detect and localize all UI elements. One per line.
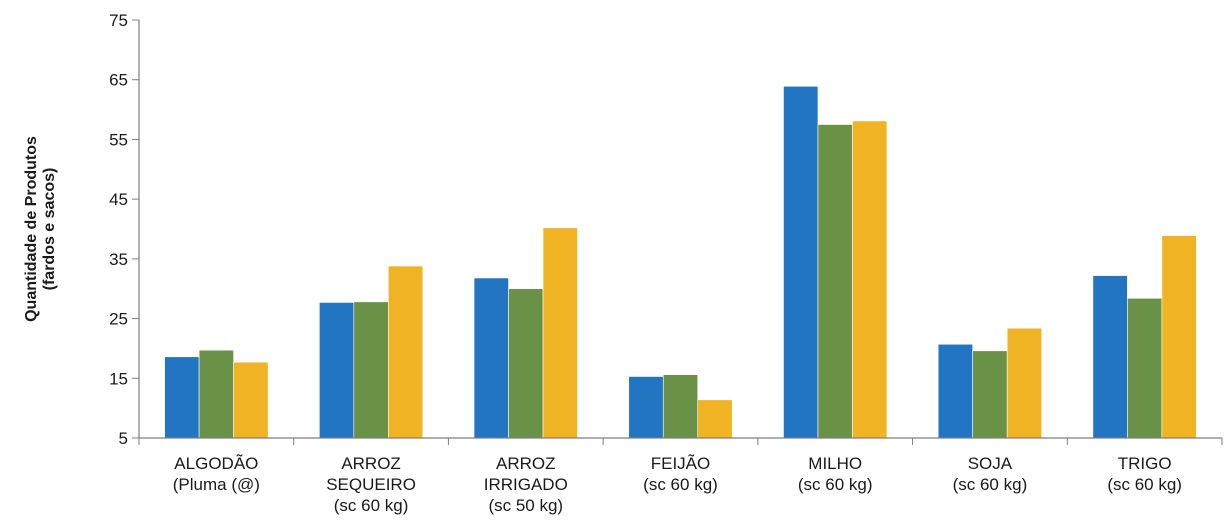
y-tick-label: 45	[109, 190, 128, 209]
y-axis-title-line: (fardos e sacos)	[41, 168, 58, 291]
bars	[164, 85, 1197, 439]
y-tick-label: 55	[109, 130, 128, 149]
x-category-label: ALGODÃO (Pluma (@)	[173, 454, 260, 494]
y-tick-label: 5	[119, 429, 128, 448]
bar	[164, 356, 200, 439]
bar	[662, 374, 699, 439]
y-tick-label: 35	[109, 250, 128, 269]
bar	[1092, 275, 1128, 439]
bar	[233, 361, 269, 439]
bar	[972, 350, 1008, 439]
bar	[198, 349, 234, 439]
y-tick-label: 75	[109, 11, 128, 30]
bar	[542, 227, 578, 439]
y-tick-label: 25	[109, 310, 128, 329]
x-category-label: ARROZ IRRIGADO (sc 50 kg)	[484, 454, 568, 515]
bar	[817, 124, 853, 439]
bar	[508, 288, 544, 439]
x-category-label: SOJA (sc 60 kg)	[953, 454, 1028, 494]
y-tick-label: 65	[109, 71, 128, 90]
x-category-label: MILHO (sc 60 kg)	[798, 454, 873, 494]
y-axis-title: Quantidade de Produtos (fardos e sacos)	[23, 136, 58, 322]
bar	[783, 85, 819, 439]
x-axis-categories: ALGODÃO (Pluma (@) ARROZ SEQUEIRO (sc 60 kg)…	[173, 454, 1182, 515]
bar	[1161, 235, 1197, 439]
axes	[138, 20, 1223, 445]
bar	[353, 301, 389, 439]
y-axis-title-line: Quantidade de Produtos	[23, 136, 40, 322]
bar	[697, 399, 733, 439]
bar	[473, 277, 509, 439]
bar	[1006, 327, 1042, 439]
x-category-label: TRIGO (sc 60 kg)	[1107, 454, 1182, 494]
x-category-label: ARROZ SEQUEIRO (sc 60 kg)	[326, 454, 416, 515]
y-axis-ticks: 5 15 25 35 45 55 65 75	[109, 11, 139, 448]
bar	[1127, 297, 1163, 439]
bar	[852, 120, 888, 439]
bar	[628, 376, 664, 439]
x-category-label: FEIJÃO (sc 60 kg)	[643, 454, 718, 494]
bar	[319, 302, 355, 439]
bar	[388, 265, 424, 439]
y-tick-label: 15	[109, 369, 128, 388]
bar	[937, 343, 973, 439]
